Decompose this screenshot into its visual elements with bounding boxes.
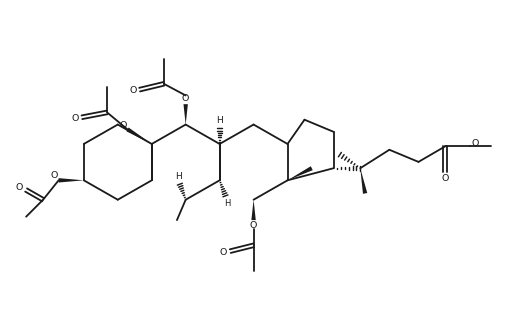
Text: O: O	[220, 248, 227, 256]
Text: H: H	[216, 116, 223, 125]
Polygon shape	[251, 200, 256, 220]
Text: O: O	[441, 174, 449, 183]
Text: O: O	[16, 183, 23, 192]
Text: O: O	[119, 121, 127, 130]
Polygon shape	[58, 178, 84, 183]
Polygon shape	[360, 168, 367, 194]
Text: O: O	[129, 86, 137, 95]
Text: H: H	[175, 172, 182, 181]
Text: O: O	[472, 139, 479, 148]
Text: O: O	[250, 221, 257, 230]
Text: H: H	[224, 199, 230, 208]
Polygon shape	[126, 127, 152, 144]
Text: O: O	[71, 114, 79, 123]
Text: O: O	[182, 94, 189, 103]
Text: O: O	[50, 171, 57, 180]
Polygon shape	[288, 166, 313, 180]
Polygon shape	[183, 104, 188, 125]
